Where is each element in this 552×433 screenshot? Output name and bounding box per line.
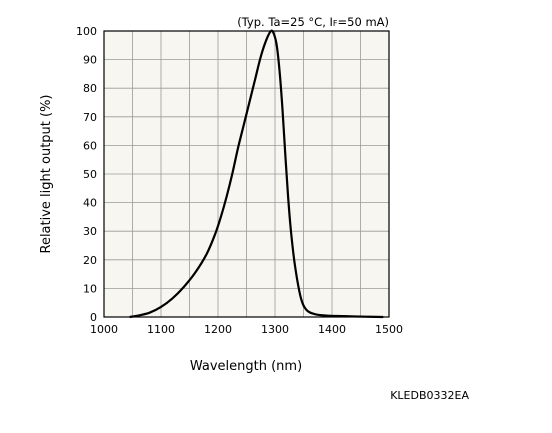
x-axis-label: Wavelength (nm) [190,359,302,374]
x-tick-label: 1000 [90,323,118,336]
y-axis-label: Relative light output (%) [39,94,54,253]
grid [104,31,389,317]
y-tick-label: 60 [83,139,97,152]
x-tick-labels: 1000 1100 1200 1300 1400 1500 [90,323,403,336]
x-tick-label: 1400 [318,323,346,336]
x-tick-label: 1100 [147,323,175,336]
y-tick-label: 0 [90,311,97,324]
y-tick-label: 100 [76,25,97,38]
x-tick-label: 1500 [375,323,403,336]
measurement-conditions: (Typ. Ta=25 °C, IF=50 mA) [237,15,389,29]
y-tick-label: 50 [83,168,97,181]
plot-frame [103,30,390,318]
figure-code: KLEDB0332EA [390,389,469,402]
y-tick-label: 10 [83,282,97,295]
y-tick-label: 30 [83,225,97,238]
y-tick-label: 40 [83,197,97,210]
y-tick-label: 90 [83,54,97,67]
y-tick-labels: 0 10 20 30 40 50 60 70 80 90 100 [76,25,97,324]
y-tick-label: 80 [83,82,97,95]
x-tick-label: 1200 [204,323,232,336]
spectrum-curve [129,29,384,319]
y-tick-label: 20 [83,254,97,267]
x-tick-label: 1300 [261,323,289,336]
y-tick-label: 70 [83,111,97,124]
